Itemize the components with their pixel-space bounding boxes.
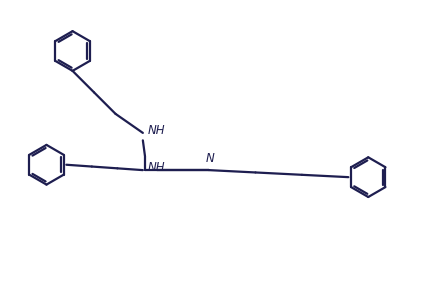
- Text: NH: NH: [148, 124, 165, 137]
- Text: NH: NH: [148, 161, 165, 174]
- Text: N: N: [206, 152, 214, 165]
